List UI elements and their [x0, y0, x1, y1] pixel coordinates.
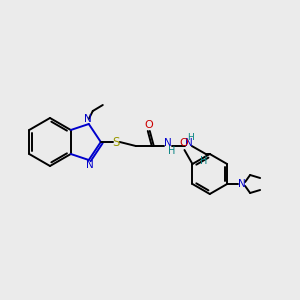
Text: O: O [144, 120, 153, 130]
Text: N: N [164, 138, 172, 148]
Text: S: S [112, 136, 119, 148]
Text: N: N [84, 114, 92, 124]
Text: H: H [187, 133, 194, 142]
Text: N: N [86, 160, 94, 170]
Text: N: N [238, 179, 246, 189]
Text: O: O [179, 138, 188, 148]
Text: N: N [185, 138, 193, 148]
Text: H: H [200, 156, 208, 166]
Text: H: H [168, 146, 176, 156]
